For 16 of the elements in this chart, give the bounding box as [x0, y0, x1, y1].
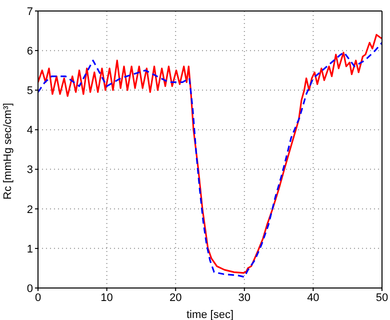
x-axis-title: time [sec]	[186, 309, 234, 320]
y-axis-title: Rc [mmHg sec/cm³]	[2, 102, 14, 200]
y-tick-label: 3	[26, 164, 33, 176]
x-tick-label: 20	[169, 292, 182, 304]
y-tick-label: 1	[26, 243, 33, 256]
y-tick-label: 4	[26, 124, 33, 137]
x-tick-label: 40	[307, 292, 320, 304]
x-tick-label: 0	[34, 292, 42, 304]
y-tick-label: 5	[26, 85, 33, 98]
y-tick-label: 7	[26, 6, 33, 18]
x-tick-label: 50	[376, 292, 388, 304]
x-tick-label: 10	[100, 292, 113, 304]
x-tick-label: 30	[238, 292, 251, 304]
y-tick-label: 2	[26, 204, 33, 216]
y-tick-label: 0	[26, 282, 33, 295]
y-tick-label: 6	[26, 45, 33, 58]
